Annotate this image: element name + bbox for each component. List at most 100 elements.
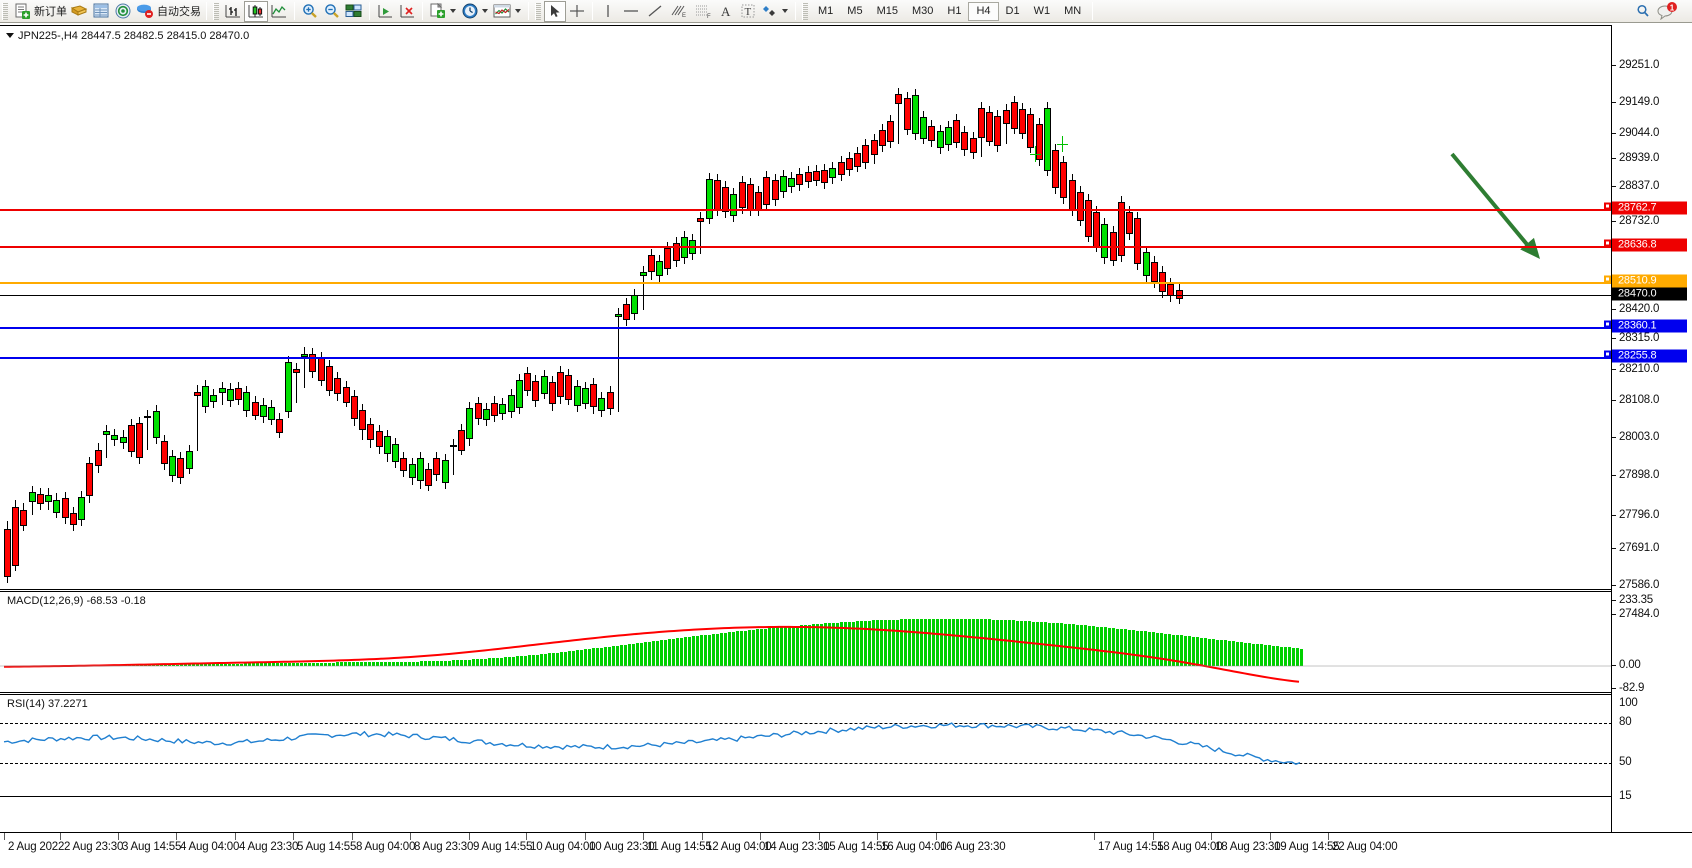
- templates-dropdown-caret-icon[interactable]: [450, 9, 456, 13]
- auto-scroll-icon[interactable]: [396, 1, 418, 22]
- macd-bar: [668, 639, 671, 666]
- level-handle-resistance-1[interactable]: [1604, 202, 1611, 210]
- macd-bar: [1256, 644, 1259, 666]
- macd-pane[interactable]: MACD(12,26,9) -68.53 -0.18: [0, 591, 1612, 693]
- main-toolbar[interactable]: 新订单 自动交易: [0, 0, 1692, 23]
- candle-body: [508, 395, 515, 412]
- navigator-icon[interactable]: [112, 1, 134, 22]
- crosshair-icon[interactable]: [566, 1, 588, 22]
- candlestick-chart-icon[interactable]: [244, 0, 268, 22]
- chart-area[interactable]: JPN225-,H4 28447.5 28482.5 28415.0 28470…: [0, 23, 1692, 868]
- timeframe-group[interactable]: M1 M5 M15 M30 H1 H4 D1 W1 MN: [811, 1, 1088, 21]
- timeframe-h1[interactable]: H1: [947, 5, 962, 17]
- alerts-icon[interactable]: 1: [1654, 1, 1680, 22]
- price-badge-resistance-1[interactable]: 28762.7: [1612, 201, 1687, 215]
- price-badge-support-2[interactable]: 28255.8: [1612, 349, 1687, 363]
- horizontal-line-icon[interactable]: [619, 1, 643, 22]
- level-handle-support-2[interactable]: [1604, 350, 1611, 358]
- timeframe-h4[interactable]: H4: [968, 1, 999, 21]
- candle-body: [805, 172, 812, 182]
- macd-bar: [1176, 635, 1179, 666]
- period-dropdown-caret-icon[interactable]: [482, 9, 488, 13]
- period-icon[interactable]: [459, 1, 481, 22]
- macd-bar: [1268, 645, 1271, 666]
- candle-body: [400, 458, 407, 471]
- indicators-icon[interactable]: [491, 1, 514, 22]
- macd-bar: [316, 662, 319, 666]
- shapes-icon[interactable]: [759, 1, 781, 22]
- shift-end-icon[interactable]: [374, 1, 396, 22]
- new-order-icon[interactable]: [11, 1, 33, 22]
- price-tick-label: 28837.0: [1619, 180, 1660, 192]
- auto-trading-icon[interactable]: [134, 1, 156, 22]
- profiles-icon[interactable]: [68, 1, 90, 22]
- indicators-dropdown-caret-icon[interactable]: [515, 9, 521, 13]
- timeframe-mn[interactable]: MN: [1064, 5, 1082, 17]
- candle-body: [780, 176, 787, 192]
- toolbar-grip-2[interactable]: [213, 2, 219, 20]
- timeframe-w1[interactable]: W1: [1033, 5, 1051, 17]
- text-label-icon[interactable]: A: [715, 1, 737, 22]
- trendline-icon[interactable]: [643, 1, 667, 22]
- level-handle-support-1[interactable]: [1604, 320, 1611, 328]
- candle-body: [829, 168, 836, 178]
- timeframe-m5[interactable]: M5: [847, 5, 863, 17]
- macd-bar: [552, 652, 555, 666]
- zoom-out-icon[interactable]: [321, 1, 343, 22]
- candle-body: [623, 304, 630, 320]
- search-icon[interactable]: [1632, 1, 1654, 22]
- level-line-current-price[interactable]: [0, 295, 1612, 296]
- level-handle-pivot[interactable]: [1604, 275, 1611, 283]
- time-tick-label: 10 Aug 23:30: [589, 841, 655, 853]
- elliott-wave-icon[interactable]: E: [667, 1, 691, 22]
- line-chart-icon[interactable]: [268, 1, 290, 22]
- rsi-pane[interactable]: RSI(14) 37.2271: [0, 694, 1612, 797]
- macd-bar: [248, 663, 251, 666]
- market-watch-icon[interactable]: [90, 1, 112, 22]
- toolbar-grip-4[interactable]: [802, 2, 808, 20]
- doji-marker: [1062, 136, 1063, 152]
- rsi-line: [3, 722, 1301, 765]
- macd-bar: [480, 658, 483, 666]
- level-line-support-2[interactable]: [0, 357, 1612, 359]
- timeframe-m15[interactable]: M15: [876, 5, 898, 17]
- price-pane[interactable]: JPN225-,H4 28447.5 28482.5 28415.0 28470…: [0, 25, 1612, 590]
- macd-bar: [1120, 628, 1123, 666]
- zoom-in-icon[interactable]: [299, 1, 321, 22]
- time-axis[interactable]: 2 Aug 2022 2 Aug 23:30 3 Aug 14:55 4 Aug 04…: [0, 833, 1692, 868]
- level-handle-resistance-2[interactable]: [1604, 239, 1611, 247]
- text-icon[interactable]: T: [737, 1, 759, 22]
- level-line-resistance-2[interactable]: [0, 246, 1612, 248]
- level-line-resistance-1[interactable]: [0, 209, 1612, 211]
- macd-bar: [744, 630, 747, 666]
- price-badge-resistance-2[interactable]: 28636.8: [1612, 238, 1687, 252]
- price-badge-support-1[interactable]: 28360.1: [1612, 319, 1687, 333]
- shapes-dropdown-caret-icon[interactable]: [782, 9, 788, 13]
- price-scale[interactable]: 29251.0 29149.0 29044.0 28939.0 28837.0 28732…: [1612, 23, 1692, 833]
- macd-bar: [588, 648, 591, 666]
- fibonacci-icon[interactable]: F: [691, 1, 715, 22]
- cursor-icon[interactable]: [544, 0, 566, 22]
- new-order-label[interactable]: 新订单: [34, 6, 67, 18]
- macd-bar: [1008, 620, 1011, 666]
- macd-bar: [1252, 643, 1255, 666]
- tile-windows-icon[interactable]: [343, 1, 365, 22]
- macd-bar: [648, 641, 651, 666]
- chart-collapse-triangle-icon[interactable]: [6, 33, 14, 38]
- level-line-support-1[interactable]: [0, 327, 1612, 329]
- price-badge-pivot[interactable]: 28510.9: [1612, 274, 1687, 288]
- templates-icon[interactable]: [427, 1, 449, 22]
- timeframe-d1[interactable]: D1: [1005, 5, 1020, 17]
- price-badge-current-price[interactable]: 28470.0: [1612, 287, 1687, 301]
- candle-body: [994, 116, 1001, 146]
- macd-bar: [920, 618, 923, 666]
- auto-trading-label[interactable]: 自动交易: [157, 6, 201, 18]
- level-line-pivot[interactable]: [0, 282, 1612, 284]
- bar-chart-icon[interactable]: [222, 1, 244, 22]
- toolbar-grip-3[interactable]: [535, 2, 541, 20]
- toolbar-grip[interactable]: [2, 2, 8, 20]
- price-tick-label: 28732.0: [1619, 215, 1660, 227]
- vertical-line-icon[interactable]: [597, 1, 619, 22]
- timeframe-m30[interactable]: M30: [911, 5, 934, 17]
- timeframe-m1[interactable]: M1: [818, 5, 834, 17]
